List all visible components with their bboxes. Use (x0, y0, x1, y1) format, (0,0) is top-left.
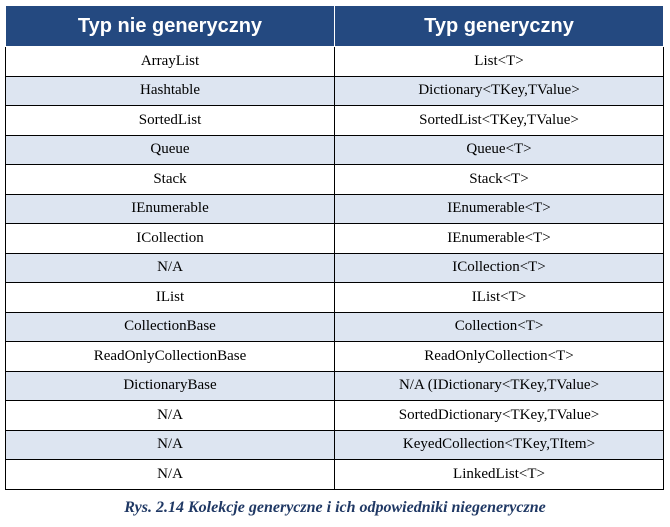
table-row: Hashtable Dictionary<TKey,TValue> (5, 75, 664, 106)
cell-generic: Dictionary<TKey,TValue> (334, 75, 664, 106)
cell-generic: ICollection<T> (334, 252, 664, 283)
cell-non-generic: IEnumerable (5, 193, 335, 224)
table-row: N/A LinkedList<T> (5, 459, 664, 490)
cell-non-generic: ICollection (5, 223, 335, 254)
cell-generic: ReadOnlyCollection<T> (334, 341, 664, 372)
cell-generic: KeyedCollection<TKey,TItem> (334, 429, 664, 460)
cell-generic: Stack<T> (334, 164, 664, 195)
cell-generic: SortedDictionary<TKey,TValue> (334, 400, 664, 431)
cell-non-generic: SortedList (5, 105, 335, 136)
cell-non-generic: IList (5, 282, 335, 313)
header-generic: Typ generyczny (334, 5, 664, 47)
cell-generic: List<T> (334, 46, 664, 77)
cell-generic: Collection<T> (334, 311, 664, 342)
table-row: IList IList<T> (5, 282, 664, 313)
header-non-generic: Typ nie generyczny (5, 5, 335, 47)
cell-non-generic: Hashtable (5, 75, 335, 106)
cell-non-generic: DictionaryBase (5, 370, 335, 401)
table-row: Queue Queue<T> (5, 134, 664, 165)
cell-generic: IEnumerable<T> (334, 193, 664, 224)
table-row: ReadOnlyCollectionBase ReadOnlyCollectio… (5, 341, 664, 372)
table-row: IEnumerable IEnumerable<T> (5, 193, 664, 224)
cell-non-generic: N/A (5, 459, 335, 490)
figure-caption: Rys. 2.14 Kolekcje generyczne i ich odpo… (124, 499, 546, 516)
cell-non-generic: N/A (5, 252, 335, 283)
cell-non-generic: N/A (5, 400, 335, 431)
table-header-row: Typ nie generyczny Typ generyczny (5, 5, 664, 47)
cell-non-generic: ArrayList (5, 46, 335, 77)
cell-generic: IEnumerable<T> (334, 223, 664, 254)
table-row: DictionaryBase N/A (IDictionary<TKey,TVa… (5, 370, 664, 401)
cell-generic: N/A (IDictionary<TKey,TValue> (334, 370, 664, 401)
cell-generic: LinkedList<T> (334, 459, 664, 490)
cell-non-generic: N/A (5, 429, 335, 460)
table-row: ArrayList List<T> (5, 46, 664, 77)
cell-generic: Queue<T> (334, 134, 664, 165)
table-row: CollectionBase Collection<T> (5, 311, 664, 342)
table-row: SortedList SortedList<TKey,TValue> (5, 105, 664, 136)
cell-non-generic: Stack (5, 164, 335, 195)
collections-table-wrapper: Typ nie generyczny Typ generyczny ArrayL… (5, 5, 664, 490)
table-row: N/A ICollection<T> (5, 252, 664, 283)
table-row: ICollection IEnumerable<T> (5, 223, 664, 254)
table-row: Stack Stack<T> (5, 164, 664, 195)
collections-table: Typ nie generyczny Typ generyczny ArrayL… (5, 5, 664, 490)
cell-non-generic: ReadOnlyCollectionBase (5, 341, 335, 372)
cell-generic: SortedList<TKey,TValue> (334, 105, 664, 136)
cell-non-generic: Queue (5, 134, 335, 165)
cell-generic: IList<T> (334, 282, 664, 313)
table-row: N/A SortedDictionary<TKey,TValue> (5, 400, 664, 431)
table-row: N/A KeyedCollection<TKey,TItem> (5, 429, 664, 460)
cell-non-generic: CollectionBase (5, 311, 335, 342)
